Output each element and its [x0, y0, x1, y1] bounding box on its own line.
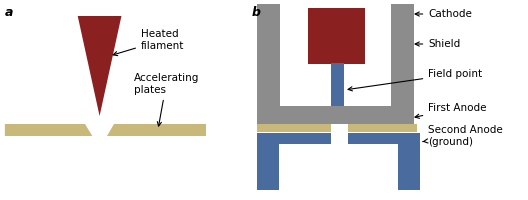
Bar — [257, 143, 279, 190]
Text: a: a — [5, 6, 13, 19]
Text: First Anode: First Anode — [415, 103, 487, 118]
Bar — [348, 124, 417, 132]
Bar — [331, 63, 344, 106]
Text: Cathode: Cathode — [415, 9, 472, 19]
Bar — [398, 143, 420, 190]
Text: Shield: Shield — [415, 39, 460, 49]
Bar — [257, 106, 414, 124]
Polygon shape — [257, 106, 326, 124]
Bar — [257, 124, 331, 132]
Text: b: b — [251, 6, 260, 19]
Polygon shape — [78, 16, 121, 116]
Text: Second Anode
(ground): Second Anode (ground) — [422, 125, 503, 147]
Text: Field point: Field point — [348, 69, 483, 91]
Bar — [257, 4, 280, 124]
Polygon shape — [107, 124, 206, 136]
Bar — [348, 133, 420, 144]
Text: Heated
filament: Heated filament — [113, 29, 184, 56]
Polygon shape — [5, 124, 92, 136]
Text: Accelerating
plates: Accelerating plates — [134, 73, 199, 126]
Bar — [257, 133, 331, 144]
Bar — [308, 8, 365, 64]
Polygon shape — [351, 106, 414, 124]
Bar — [391, 4, 414, 124]
